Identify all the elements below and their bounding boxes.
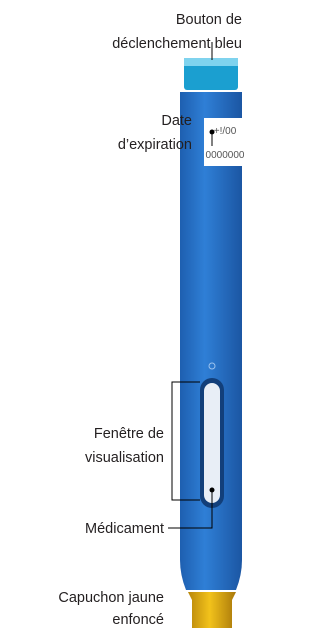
- pen-label-text: 0000000: [206, 150, 245, 161]
- page: {"labels": { "trigger_button": ["Bouton …: [0, 0, 320, 628]
- leader-dot: [210, 488, 215, 493]
- yellow-cap: [188, 592, 236, 628]
- label: Fenêtre de: [94, 426, 164, 442]
- label: Date: [161, 113, 192, 129]
- leader-dot: [210, 130, 215, 135]
- label: Capuchon jaune: [58, 590, 164, 606]
- pen-diagram: +!/00 0000000 Bouton de déclenchement bl…: [0, 0, 246, 628]
- label: Médicament: [85, 521, 164, 537]
- pen-label-text: +!/00: [214, 126, 237, 137]
- label: d’expiration: [118, 137, 192, 153]
- label: enfoncé: [112, 612, 164, 628]
- trigger-top: [184, 58, 238, 66]
- label: déclenchement bleu: [112, 36, 242, 52]
- label: visualisation: [85, 450, 164, 466]
- label: Bouton de: [176, 12, 242, 28]
- pen-body: [180, 92, 242, 590]
- viewing-window: [204, 383, 220, 503]
